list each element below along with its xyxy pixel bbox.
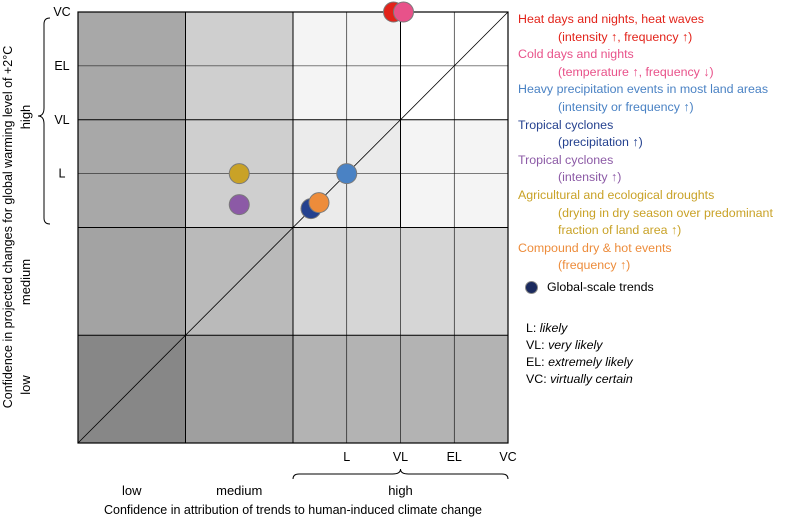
grid-subcell [454, 173, 508, 228]
y-sublevel-label: EL [54, 59, 69, 73]
legend-label: Compound dry & hot events [518, 240, 672, 255]
y-level-label: high [18, 105, 33, 130]
data-point [393, 1, 414, 23]
legend-detail: (drying in dry season over predominant [558, 205, 773, 220]
legend-item-droughts: Agricultural and ecological droughts (dr… [518, 187, 800, 240]
x-level-label: low [122, 483, 142, 498]
grid-subcell [400, 119, 455, 174]
legend-item-tc-precip: Tropical cyclones (precipitation ↑) [518, 117, 800, 152]
abbreviation-key: L: likely VL: very likely EL: extremely … [526, 320, 633, 388]
legend-item-cold: Cold days and nights (temperature ↑, fre… [518, 46, 800, 81]
legend-label: Cold days and nights [518, 47, 634, 62]
grid-subcell [454, 65, 508, 120]
abbr-row: L: likely [526, 321, 568, 335]
legend-item-compound: Compound dry & hot events (frequency ↑) [518, 240, 800, 275]
x-level-label: high [388, 483, 413, 498]
legend-detail: (precipitation ↑) [558, 135, 643, 150]
x-sublevel-label: VC [499, 450, 516, 464]
y-sublevel-label: VC [53, 5, 70, 19]
grid-subcell [293, 12, 347, 66]
plot-border [77, 11, 509, 444]
global-trends-key: Global-scale trends [525, 280, 654, 294]
grid-subcell [346, 173, 401, 228]
grid-subcell [454, 119, 508, 174]
diagonal-line [77, 11, 509, 444]
global-trends-label: Global-scale trends [547, 280, 654, 294]
x-level-label: medium [216, 483, 262, 498]
y-level-label: medium [18, 259, 33, 305]
x-axis-labels: L VL EL VC low medium high Confidence in attrib… [104, 450, 517, 517]
legend-label: Heat days and nights, heat waves [518, 12, 704, 26]
y-level-label: low [18, 375, 33, 395]
legend-detail: (temperature ↑, frequency ↓) [558, 64, 714, 79]
legend-item-heavy-precip: Heavy precipitation events in most land … [518, 81, 800, 116]
x-sublevel-label: EL [447, 450, 462, 464]
data-point [308, 192, 330, 214]
legend-detail: (intensity ↑) [558, 170, 622, 185]
x-axis-title: Confidence in attribution of trends to h… [104, 503, 482, 517]
abbr-row: EL: extremely likely [526, 355, 633, 369]
legend-detail: (frequency ↑) [558, 258, 631, 273]
grid-subcell [400, 173, 455, 228]
legend-detail: fraction of land area ↑) [558, 223, 682, 238]
legend-label: Tropical cyclones [518, 117, 614, 132]
legend: Heat days and nights, heat waves (intens… [518, 11, 800, 275]
data-points [228, 1, 414, 220]
x-high-bracket [292, 468, 509, 480]
y-sublevel-label: VL [54, 113, 69, 127]
data-point [228, 194, 250, 216]
grid-cell [78, 227, 186, 336]
legend-label: Agricultural and ecological droughts [518, 187, 715, 202]
grid-subcell [346, 65, 401, 120]
y-sublevel-label: L [59, 167, 66, 181]
grid-subcell [293, 65, 347, 120]
x-sublevel-label: VL [393, 450, 408, 464]
data-point [228, 163, 250, 185]
x-sublevel-label: L [343, 450, 350, 464]
legend-label: Tropical cyclones [518, 152, 614, 167]
data-point [336, 163, 358, 185]
grid-subcell [400, 12, 455, 66]
abbr-row: VL: very likely [526, 338, 603, 352]
legend-label: Heavy precipitation events in most land … [518, 82, 769, 97]
global-trend-dot-icon [525, 280, 538, 294]
legend-item-heat: Heat days and nights, heat waves (intens… [518, 11, 800, 46]
grid-cell [185, 335, 293, 443]
y-high-bracket [37, 17, 51, 225]
y-axis-title: Confidence in projected changes for glob… [1, 46, 15, 409]
legend-detail: (intensity or frequency ↑) [558, 99, 694, 114]
abbr-row: VC: virtually certain [526, 372, 633, 386]
grid-lines [78, 12, 508, 443]
legend-item-tc-intensity: Tropical cyclones (intensity ↑) [518, 152, 800, 187]
legend-detail: (intensity ↑, frequency ↑) [558, 29, 693, 44]
grid-subcell [293, 119, 347, 174]
